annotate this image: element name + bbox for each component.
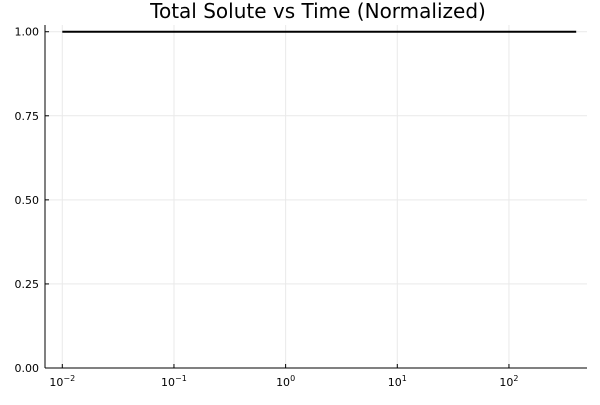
x-tick-label: 10−2 bbox=[49, 374, 75, 389]
axes bbox=[44, 25, 587, 369]
y-tick-label: 0.75 bbox=[15, 110, 40, 123]
y-tick-label: 0.00 bbox=[15, 362, 40, 375]
tick-labels: 0.00 0.25 0.50 0.75 1.00 10−2 10−1 100 101 102 bbox=[15, 26, 519, 389]
x-tick-label: 102 bbox=[499, 374, 518, 389]
y-tick-label: 0.50 bbox=[15, 194, 40, 207]
chart-title: Total Solute vs Time (Normalized) bbox=[149, 0, 486, 23]
x-tick-label: 101 bbox=[388, 374, 407, 389]
grid bbox=[45, 25, 587, 369]
y-tick-label: 1.00 bbox=[15, 26, 40, 39]
x-tick-label: 100 bbox=[276, 374, 295, 389]
x-tick-label: 10−1 bbox=[161, 374, 187, 389]
y-tick-label: 0.25 bbox=[15, 278, 40, 291]
